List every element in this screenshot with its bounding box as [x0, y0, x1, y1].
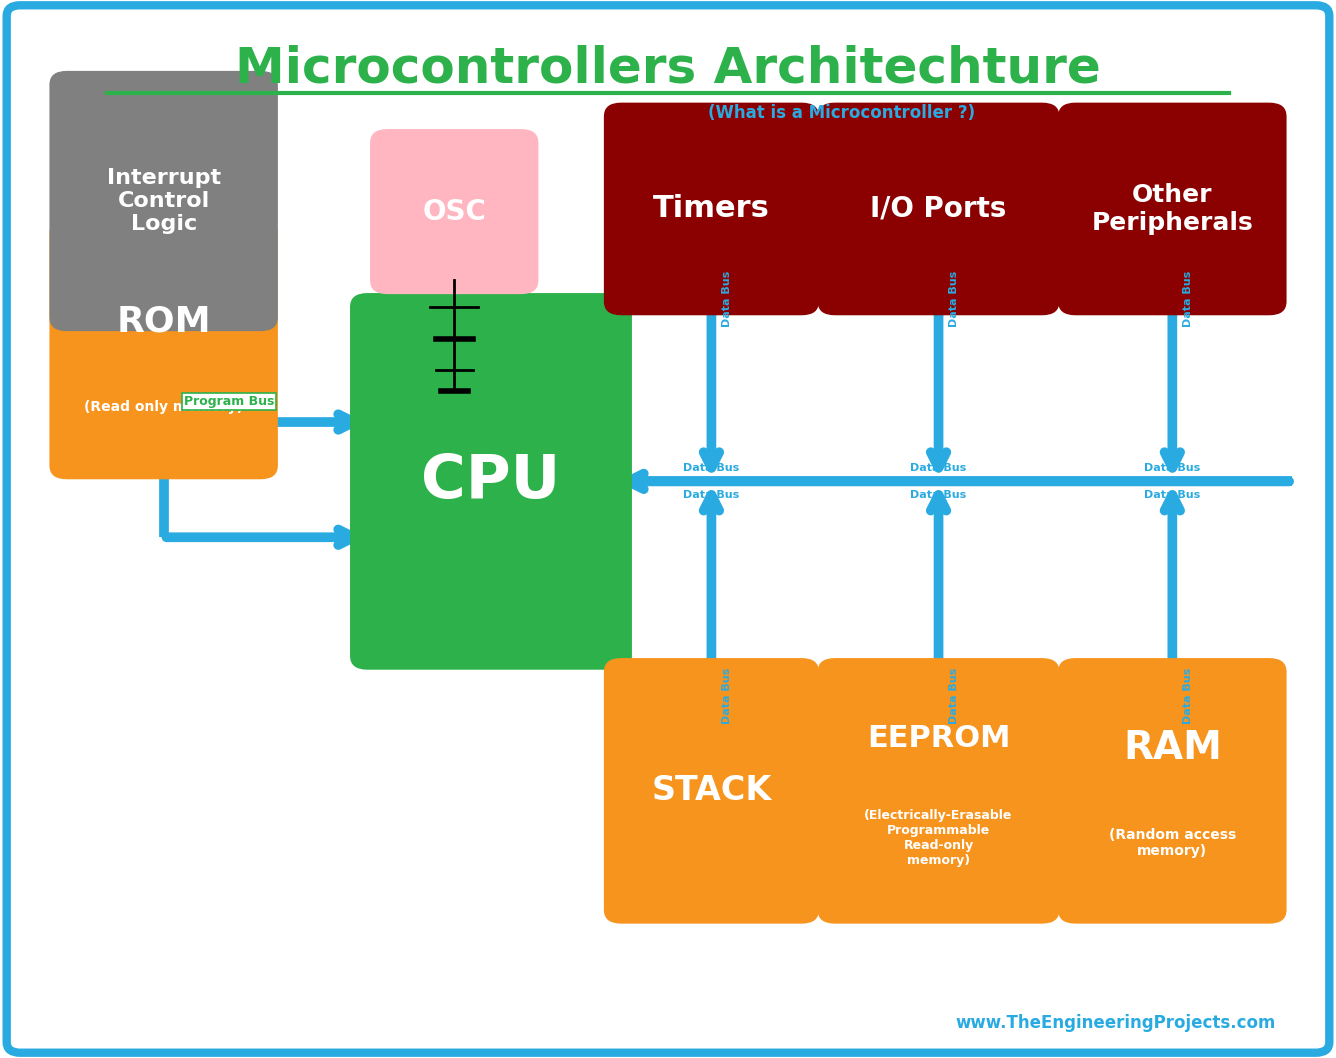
Text: Microcontrollers Architechture: Microcontrollers Architechture: [235, 44, 1101, 93]
Text: Data Bus: Data Bus: [1144, 463, 1201, 473]
FancyBboxPatch shape: [7, 5, 1329, 1053]
Text: CPU: CPU: [421, 452, 561, 511]
FancyBboxPatch shape: [370, 129, 538, 294]
FancyBboxPatch shape: [49, 71, 278, 331]
Text: www.TheEngineeringProjects.com: www.TheEngineeringProjects.com: [955, 1014, 1276, 1032]
Text: (What is a Microcontroller ?): (What is a Microcontroller ?): [708, 104, 975, 123]
Text: Timers: Timers: [653, 195, 770, 223]
Text: RAM: RAM: [1122, 729, 1222, 767]
Text: Other
Peripherals: Other Peripherals: [1092, 183, 1253, 235]
FancyBboxPatch shape: [818, 658, 1059, 924]
Text: Data Bus: Data Bus: [910, 463, 967, 473]
FancyBboxPatch shape: [604, 103, 819, 315]
Text: Interrupt
Control
Logic: Interrupt Control Logic: [107, 168, 220, 234]
Text: Data Bus: Data Bus: [683, 463, 740, 473]
FancyBboxPatch shape: [1058, 658, 1287, 924]
FancyBboxPatch shape: [49, 219, 278, 479]
Text: Data Bus: Data Bus: [1144, 490, 1201, 499]
FancyBboxPatch shape: [350, 293, 632, 670]
Text: Data Bus: Data Bus: [949, 668, 959, 724]
Text: Program Bus: Program Bus: [184, 396, 274, 408]
Text: Data Bus: Data Bus: [910, 490, 967, 499]
FancyBboxPatch shape: [1058, 103, 1287, 315]
Text: (Random access
memory): (Random access memory): [1109, 828, 1236, 858]
Text: ROM: ROM: [116, 305, 211, 339]
Text: Data Bus: Data Bus: [721, 668, 732, 724]
Text: I/O Ports: I/O Ports: [870, 195, 1007, 223]
Text: (Electrically-Erasable
Programmable
Read-only
memory): (Electrically-Erasable Programmable Read…: [864, 809, 1013, 868]
Text: Data Bus: Data Bus: [683, 490, 740, 499]
Text: Data Bus: Data Bus: [1184, 271, 1193, 327]
Text: Data Bus: Data Bus: [1184, 668, 1193, 724]
Text: Data Bus: Data Bus: [721, 271, 732, 327]
FancyBboxPatch shape: [818, 103, 1059, 315]
Text: STACK: STACK: [651, 774, 772, 807]
Text: Data Bus: Data Bus: [949, 271, 959, 327]
Text: EEPROM: EEPROM: [867, 724, 1010, 753]
FancyBboxPatch shape: [604, 658, 819, 924]
Text: (Read only memory): (Read only memory): [84, 400, 243, 415]
Text: OSC: OSC: [422, 198, 486, 225]
